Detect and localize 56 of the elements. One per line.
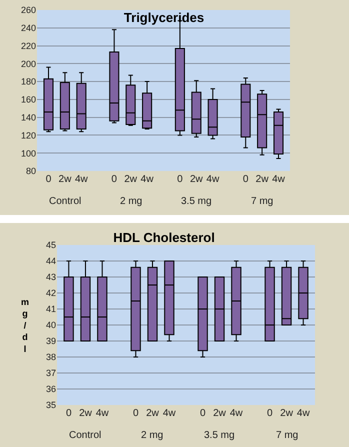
y-tick-label: 40 — [46, 320, 56, 330]
y-tick-label: 240 — [20, 23, 36, 34]
y-tick-label: 42 — [46, 288, 56, 298]
x-tick-label: 4w — [74, 174, 89, 185]
text: 7 mg — [251, 196, 274, 207]
y-tick-label: 44 — [46, 256, 56, 266]
y-tick-label: 39 — [46, 336, 56, 346]
x-tick-label: 0 — [200, 408, 206, 419]
y-tick-label: 37 — [46, 368, 56, 378]
text: Control — [69, 430, 102, 441]
y-tick-label: 120 — [20, 130, 36, 140]
text: 2 mg — [120, 196, 142, 207]
x-tick-label: 4w — [272, 174, 286, 185]
y-tick-label: 180 — [20, 76, 36, 87]
x-tick-label: 0 — [177, 174, 184, 185]
chart-title: HDL Cholesterol — [113, 230, 215, 246]
x-tick-label: 0 — [66, 408, 72, 419]
chart-title: Triglycerides — [124, 10, 204, 25]
x-tick-label: 2w — [213, 408, 227, 419]
x-tick-label: 4w — [206, 174, 220, 185]
y-tick-label: 200 — [20, 58, 36, 69]
y-tick-label: 36 — [46, 384, 56, 394]
y-tick-label: 35 — [46, 400, 56, 410]
x-tick-label: 0 — [111, 174, 118, 185]
y-tick-label: 100 — [20, 148, 36, 158]
y-tick-label: 140 — [20, 112, 36, 122]
x-tick-label: 4w — [162, 408, 176, 419]
x-tick-label: 2w — [280, 408, 294, 419]
y-axis-title: mg/dl — [21, 297, 30, 354]
x-tick-label: 4w — [96, 408, 110, 419]
x-tick-label: 0 — [242, 174, 249, 185]
x-tick-label: 2w — [79, 408, 93, 419]
y-tick-label: 160 — [20, 94, 36, 105]
x-tick-label: 2w — [124, 174, 138, 185]
text: 3.5 mg — [204, 430, 235, 441]
y-tick-label: 260 — [20, 5, 36, 16]
x-tick-label: 2w — [58, 174, 72, 185]
x-tick-label: 0 — [266, 408, 273, 419]
y-tick-label: 41 — [46, 304, 56, 314]
text: 3.5 mg — [181, 196, 212, 207]
x-tick-label: 0 — [46, 174, 52, 185]
y-tick-label: 43 — [46, 272, 56, 282]
y-tick-label: 220 — [20, 40, 36, 51]
text: 2 mg — [141, 430, 164, 441]
x-tick-label: 2w — [256, 174, 270, 185]
x-tick-label: 4w — [140, 174, 154, 185]
y-tick-label: 38 — [46, 352, 56, 362]
x-tick-label: 4w — [296, 408, 310, 419]
y-tick-label: 80 — [26, 166, 36, 176]
y-tick-label: 45 — [46, 240, 56, 250]
x-tick-label: 2w — [190, 174, 204, 185]
x-tick-label: 0 — [132, 408, 139, 419]
text: 7 mg — [276, 430, 298, 441]
x-tick-label: 4w — [230, 408, 244, 419]
x-tick-label: 2w — [146, 408, 160, 419]
text: Control — [49, 196, 82, 207]
